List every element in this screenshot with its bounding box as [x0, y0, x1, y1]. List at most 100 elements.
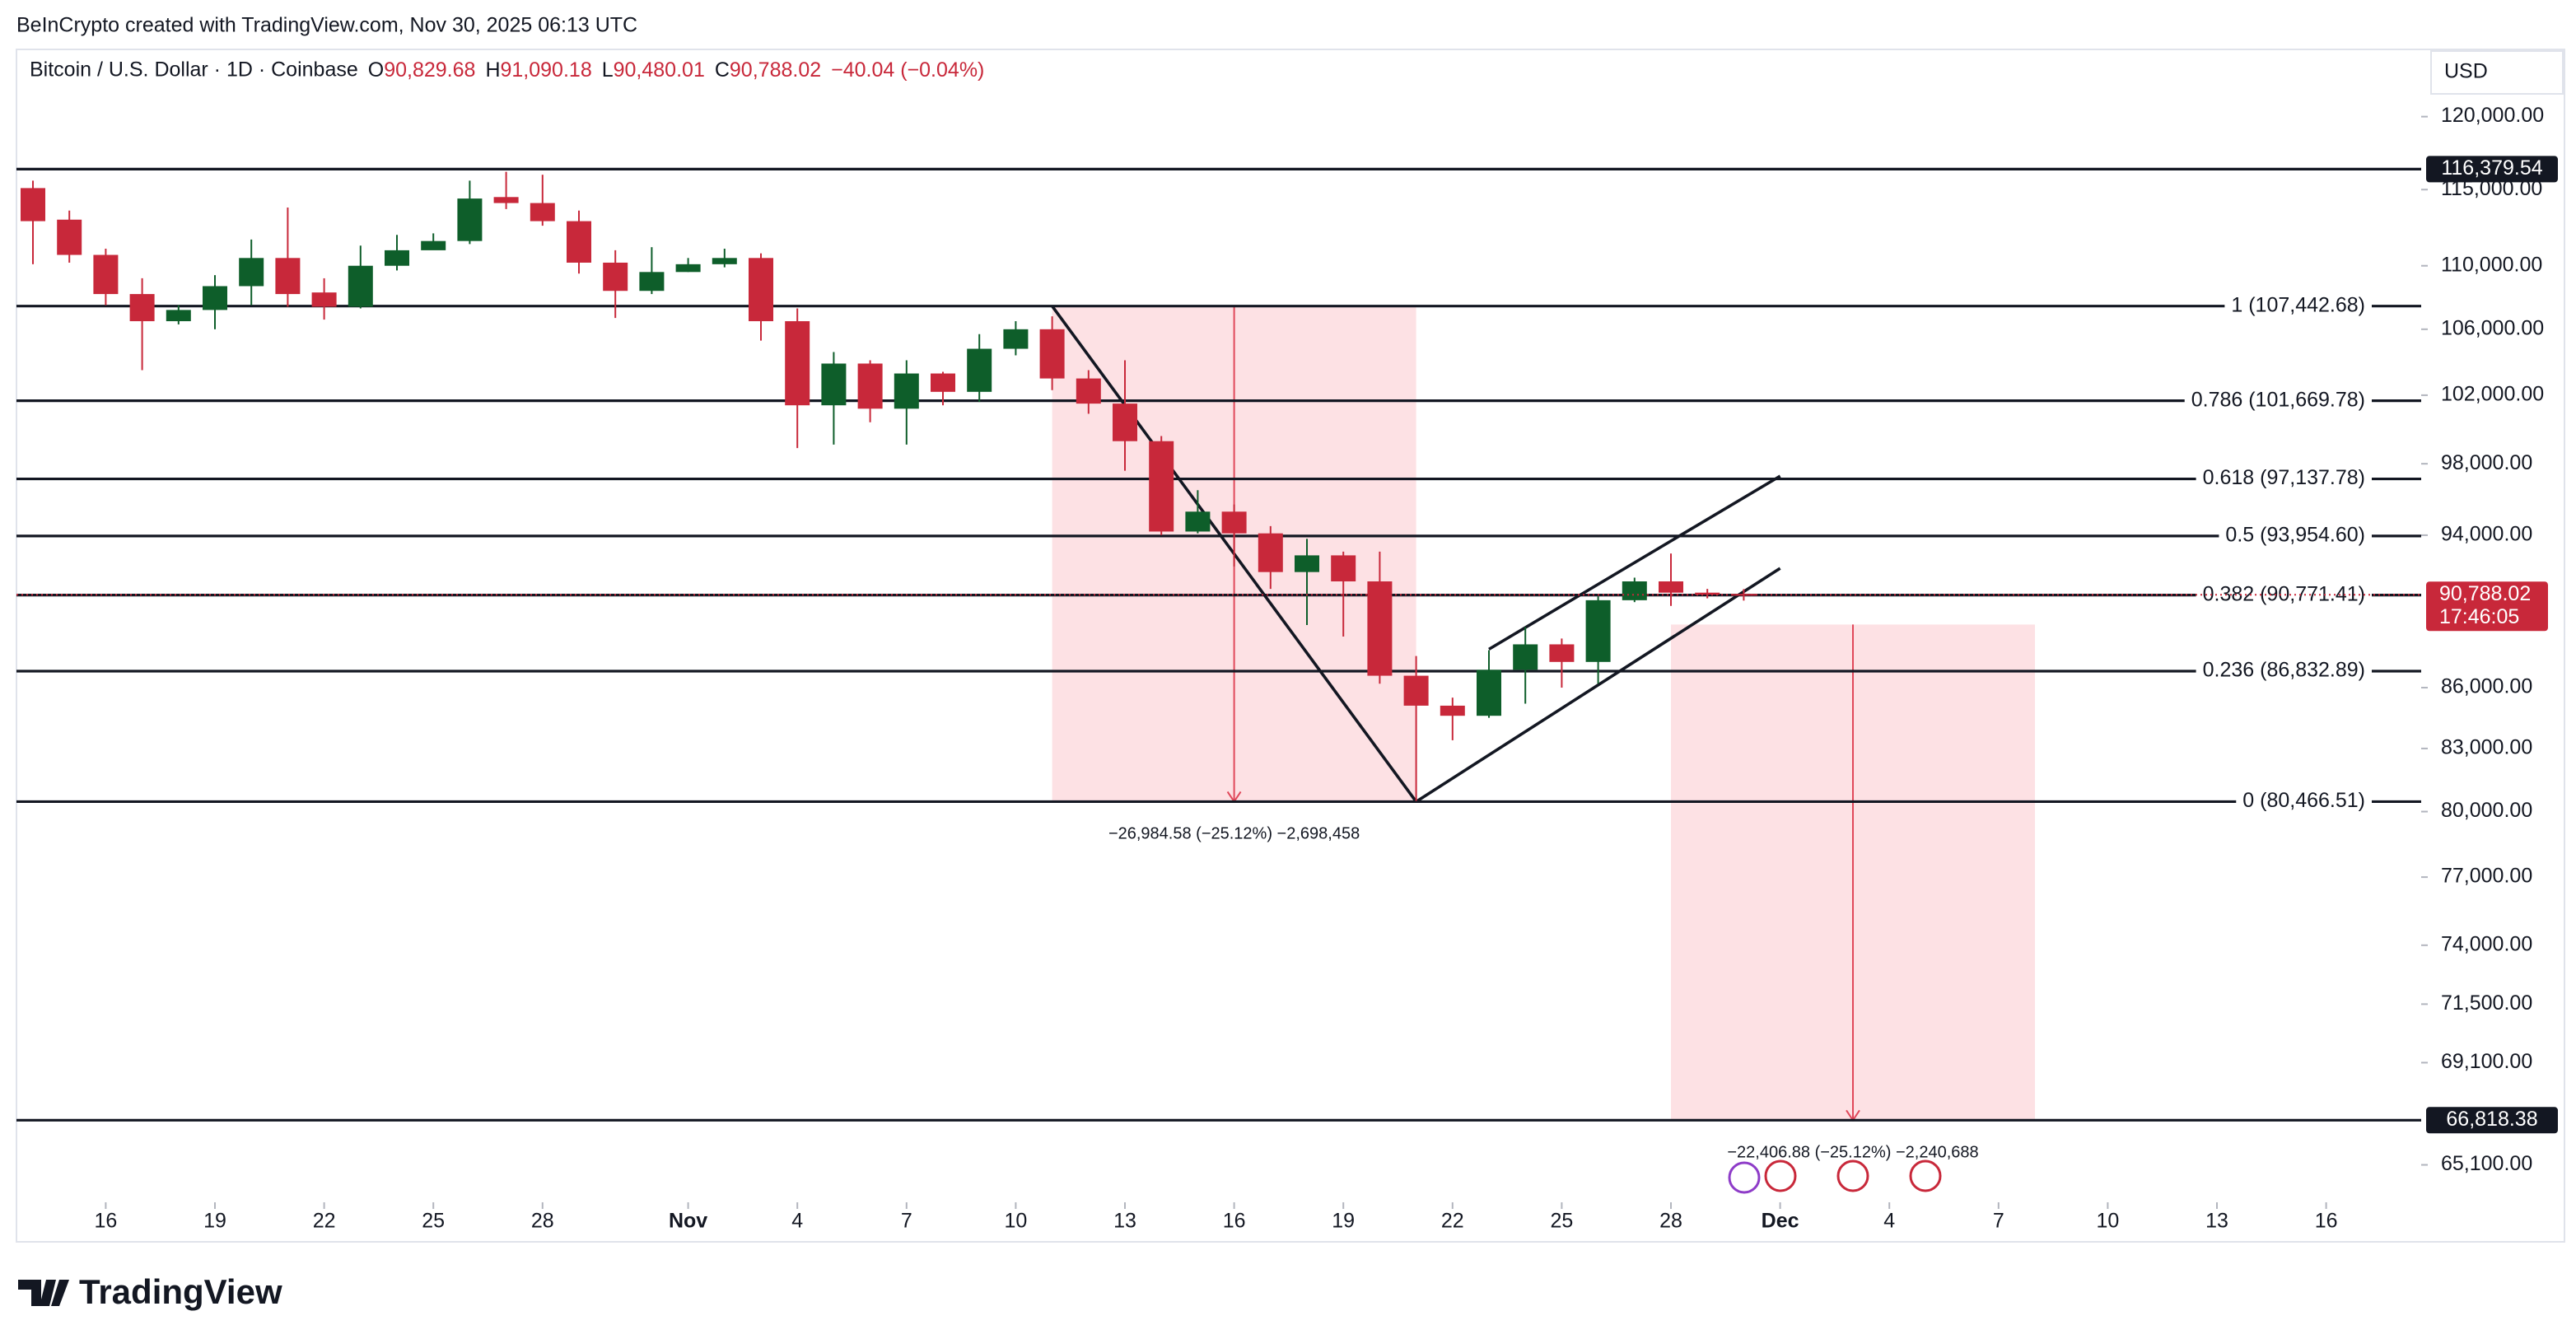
- measure-label: −22,406.88 (−25.12%) −2,240,688: [1727, 1144, 1978, 1162]
- candle-body: [57, 219, 82, 255]
- candle-body: [166, 310, 191, 322]
- attribution: BeInCrypto created with TradingView.com,…: [16, 14, 637, 37]
- x-tick-label: 16: [1223, 1210, 1246, 1233]
- candle-body: [21, 188, 45, 222]
- x-tick-label: 10: [2096, 1210, 2119, 1233]
- candle-body: [1221, 511, 1247, 534]
- x-tick-label: 7: [1993, 1210, 2004, 1233]
- price-box: [2426, 581, 2548, 632]
- level-label-bg: [2184, 387, 2372, 414]
- candle-body: [785, 321, 810, 406]
- countdown: 17:46:05: [2439, 605, 2519, 628]
- y-tick-label: 106,000.00: [2441, 316, 2544, 339]
- level-label: 1 (107,442.68): [2231, 293, 2365, 316]
- trend-line: [1488, 474, 1781, 651]
- y-tick-label: 74,000.00: [2441, 932, 2532, 955]
- candle-body: [93, 254, 119, 295]
- candle-body: [712, 258, 737, 264]
- candle-body: [1258, 533, 1283, 572]
- candle-body: [1440, 705, 1465, 716]
- candle-body: [129, 294, 155, 322]
- level-label: 66,818.38: [2446, 1108, 2537, 1131]
- candle-body: [1331, 555, 1356, 582]
- level-box: [2426, 156, 2558, 183]
- candle-body: [675, 264, 701, 273]
- x-tick-label: 19: [203, 1210, 226, 1233]
- event-icon: [1836, 1159, 1869, 1192]
- ohlc-key: H: [485, 58, 500, 82]
- x-tick-label: 25: [422, 1210, 445, 1233]
- y-tick-label: 65,100.00: [2441, 1152, 2532, 1175]
- event-icon: [1728, 1161, 1761, 1194]
- candle-body: [639, 272, 665, 292]
- level-label-bg: [2224, 292, 2372, 320]
- x-tick-label: 16: [94, 1210, 117, 1233]
- currency: USD: [2444, 60, 2488, 83]
- level-label: 0.5 (93,954.60): [2225, 524, 2365, 547]
- candle-body: [931, 373, 955, 392]
- candle-body: [821, 363, 847, 406]
- x-tick-label: 13: [1113, 1210, 1136, 1233]
- x-tick-label: Dec: [1762, 1210, 1799, 1233]
- x-tick-label: 28: [1659, 1210, 1682, 1233]
- y-tick-label: 98,000.00: [2441, 451, 2532, 474]
- candle-body: [385, 250, 409, 266]
- candle-body: [1039, 329, 1065, 379]
- ohlc-value: 90,480.01: [614, 58, 705, 82]
- candle-body: [857, 363, 883, 409]
- ohlc-value: 91,090.18: [501, 58, 592, 82]
- x-tick-label: 22: [1441, 1210, 1464, 1233]
- event-icon: [1909, 1159, 1942, 1192]
- candle-body: [1513, 644, 1538, 670]
- y-tick-label: 83,000.00: [2441, 736, 2532, 759]
- ohlc-key: L: [602, 58, 614, 82]
- candle-body: [1149, 441, 1174, 532]
- candle-body: [749, 258, 773, 322]
- candle-body: [567, 221, 591, 263]
- x-tick-label: 19: [1332, 1210, 1355, 1233]
- candle-body: [894, 373, 919, 409]
- level-label: 0.236 (86,832.89): [2203, 659, 2365, 682]
- y-tick-label: 86,000.00: [2441, 675, 2532, 698]
- level-label-bg: [2196, 465, 2372, 492]
- y-tick-label: 110,000.00: [2441, 253, 2542, 276]
- ohlc-value: 90,829.68: [384, 58, 475, 82]
- y-tick-label: 120,000.00: [2441, 104, 2544, 127]
- candle-body: [1403, 675, 1429, 706]
- y-tick-label: 71,500.00: [2441, 991, 2532, 1015]
- level-label-bg: [2219, 522, 2372, 549]
- x-tick-label: 4: [1883, 1210, 1895, 1233]
- y-tick-label: 102,000.00: [2441, 383, 2544, 406]
- candle-body: [239, 258, 264, 287]
- x-tick-label: 28: [531, 1210, 554, 1233]
- x-tick-label: 10: [1004, 1210, 1027, 1233]
- candle-body: [967, 348, 992, 392]
- candle-body: [311, 292, 337, 307]
- brand: TradingView: [79, 1272, 282, 1311]
- change: −40.04 (−0.04%): [831, 58, 984, 82]
- x-tick-label: 22: [313, 1210, 336, 1233]
- candle-body: [203, 286, 227, 310]
- candle-body: [1731, 594, 1757, 596]
- candle-body: [1695, 592, 1720, 595]
- candle-body: [1549, 644, 1575, 662]
- level-label-bg: [2236, 788, 2372, 815]
- level-label: 0.382 (90,771.41): [2203, 582, 2365, 605]
- x-tick-label: Nov: [669, 1210, 707, 1233]
- candle-body: [275, 258, 301, 295]
- y-tick-label: 69,100.00: [2441, 1050, 2532, 1073]
- frame: [16, 49, 2565, 1243]
- level-label: 116,379.54: [2441, 156, 2542, 180]
- level-box: [2426, 1107, 2558, 1134]
- x-tick-label: 25: [1550, 1210, 1573, 1233]
- currency-box: [2430, 50, 2564, 95]
- y-tick-label: 80,000.00: [2441, 799, 2532, 822]
- candle-body: [603, 262, 628, 292]
- level-label: 0.618 (97,137.78): [2203, 466, 2365, 489]
- ohlc-key: C: [715, 58, 730, 82]
- logo-mark: [18, 1280, 69, 1306]
- level-label-bg: [2196, 657, 2372, 684]
- symbol: Bitcoin / U.S. Dollar · 1D · Coinbase: [30, 58, 358, 82]
